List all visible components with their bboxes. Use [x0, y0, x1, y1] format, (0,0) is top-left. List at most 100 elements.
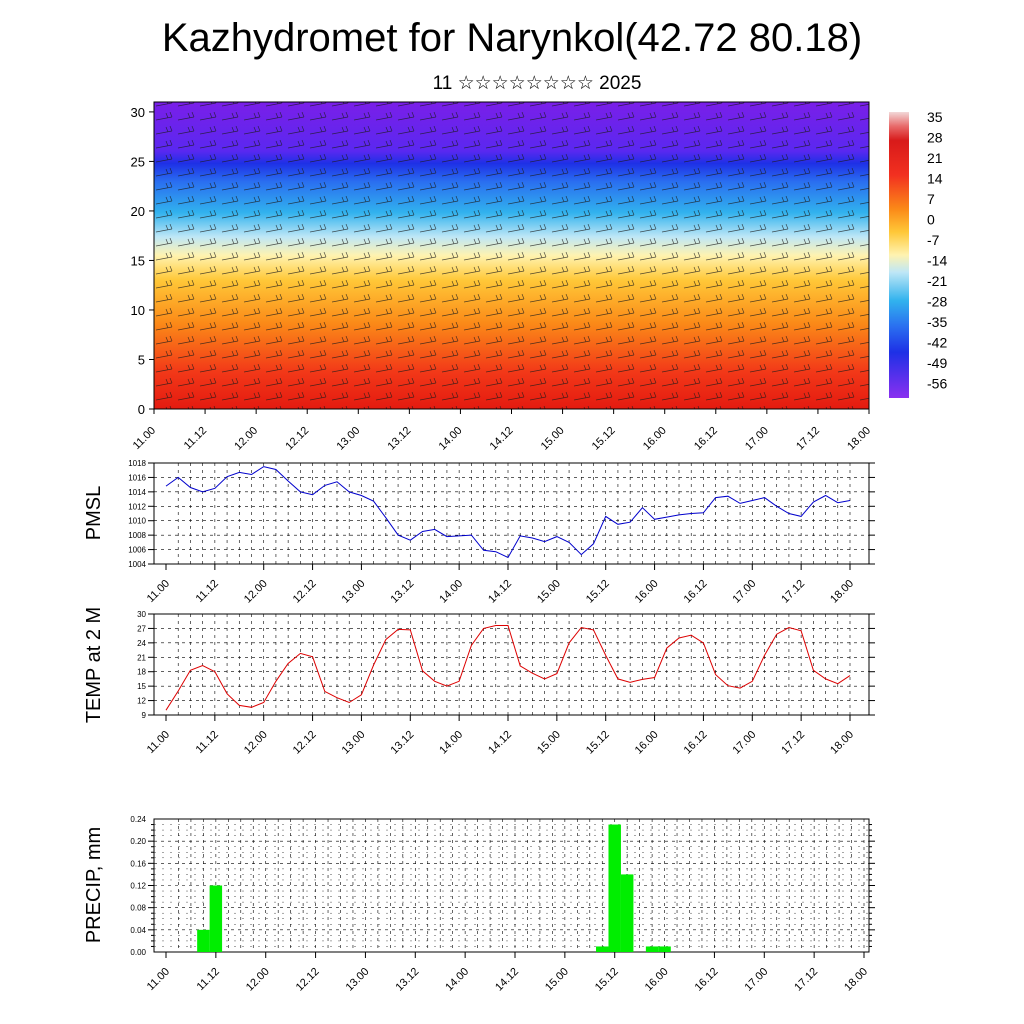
x-tick-label: 11.12: [194, 578, 221, 605]
precip-panel: 0.00 0.04 0.08 0.12 0.16 0.20 0.24 11.00 11.12 12…: [83, 815, 875, 994]
y-tick-label: 1012: [128, 502, 146, 511]
precip-ylabel: PRECIP, mm: [83, 827, 105, 943]
y-tick-label: 0.00: [130, 948, 146, 957]
colorbar-label: -56: [927, 376, 947, 392]
x-tick-label: 18.00: [828, 578, 856, 606]
x-tick-label: 14.00: [443, 966, 471, 994]
x-tick-label: 15.00: [535, 578, 563, 606]
precip-bar: [209, 885, 223, 952]
x-tick-label: 11.00: [145, 966, 172, 993]
x-tick-label: 17.00: [743, 425, 771, 453]
y-tick-label: 21: [137, 653, 146, 662]
pmsl-ylabel: PMSL: [83, 486, 105, 540]
x-tick-label: 14.12: [486, 729, 514, 757]
x-tick-label: 11.12: [195, 966, 222, 993]
pmsl-series-line: [165, 466, 851, 559]
y-tick-label: 0.24: [130, 815, 146, 824]
page-title: Kazhydromet for Narynkol(42.72 80.18): [161, 16, 863, 60]
x-tick-label: 16.00: [633, 729, 661, 757]
y-tick-label: 12: [137, 697, 146, 706]
colorbar-ramp: [889, 112, 909, 398]
x-tick-label: 16.12: [682, 578, 710, 606]
colorbar-label: 7: [927, 191, 935, 207]
x-tick-label: 13.12: [388, 578, 416, 606]
x-tick-label: 11.12: [194, 729, 221, 756]
colorbar-label: 14: [927, 171, 943, 187]
temp-ylabel: TEMP at 2 M: [83, 607, 105, 723]
x-tick-label: 12.00: [244, 966, 272, 994]
x-tick-label: 17.00: [730, 729, 758, 757]
x-tick-label: 17.00: [742, 966, 770, 994]
y-tick-label: 18: [137, 668, 146, 677]
colorbar-label: 35: [927, 109, 943, 125]
x-tick-label: 15.12: [584, 578, 612, 606]
y-tick-label: 10: [131, 303, 145, 318]
x-tick-label: 12.12: [291, 729, 319, 757]
x-tick-label: 18.00: [845, 425, 873, 453]
precip-bar: [620, 874, 634, 952]
x-tick-label: 15.00: [535, 729, 563, 757]
precip-bar: [658, 946, 671, 952]
x-tick-label: 15.12: [593, 966, 621, 994]
x-tick-label: 12.00: [242, 578, 270, 606]
precip-bars: [197, 824, 671, 952]
colorbar-label: -49: [927, 355, 947, 371]
y-tick-label: 24: [137, 639, 146, 648]
x-tick-label: 12.00: [242, 729, 270, 757]
x-tick-label: 13.12: [386, 425, 414, 453]
colorbar-label: -28: [927, 294, 947, 310]
y-tick-label: 0.04: [130, 926, 146, 935]
y-tick-label: 30: [137, 610, 146, 619]
y-tick-label: 1016: [128, 473, 146, 482]
temp-frame: [153, 613, 870, 716]
cross-section-panel: 0 5 10 15 20 25 30 11.00 11.12 12.00 12.12 13.00 13…: [131, 101, 873, 453]
y-tick-label: 0.16: [130, 859, 146, 868]
pmsl-panel: 1004 1006 1008 1010 1012 1014 1016 1018 11.00 11.…: [83, 459, 875, 606]
x-tick-label: 11.00: [145, 578, 172, 605]
y-tick-label: 0.20: [130, 837, 146, 846]
y-tick-label: 20: [131, 204, 145, 219]
y-tick-label: 1006: [128, 546, 146, 555]
colorbar-label: -42: [927, 335, 947, 351]
x-tick-label: 14.12: [486, 578, 514, 606]
pmsl-grid: [154, 463, 869, 564]
x-tick-label: 15.12: [590, 425, 618, 453]
temp-grid: [154, 614, 869, 715]
temp-series-line: [165, 625, 851, 711]
x-tick-label: 13.00: [340, 729, 368, 757]
precip-bar: [197, 929, 210, 952]
y-tick-label: 1004: [128, 560, 146, 569]
x-tick-label: 14.00: [437, 578, 465, 606]
y-tick-label: 30: [131, 105, 145, 120]
precip-bar: [645, 946, 659, 952]
x-tick-label: 17.12: [794, 425, 822, 453]
x-tick-label: 17.12: [779, 729, 807, 757]
y-tick-label: 15: [137, 682, 146, 691]
page-subtitle: 11 ☆☆☆☆☆☆☆☆ 2025: [432, 73, 642, 94]
colorbar-label: -35: [927, 314, 947, 330]
x-tick-label: 13.12: [393, 966, 421, 994]
x-tick-label: 15.00: [543, 966, 571, 994]
cross-section-y-axis: 0 5 10 15 20 25 30: [131, 105, 154, 417]
precip-bar: [608, 824, 621, 952]
temp-panel: 9 12 15 18 21 24 27 30 11.00 11.12 12.00 12.12 13.00…: [83, 607, 875, 757]
x-tick-label: 16.00: [633, 578, 661, 606]
y-tick-label: 1014: [128, 488, 146, 497]
x-tick-label: 15.00: [539, 425, 567, 453]
x-tick-label: 15.12: [584, 729, 612, 757]
y-tick-label: 1018: [128, 459, 146, 468]
y-tick-label: 27: [137, 624, 146, 633]
x-tick-label: 17.00: [730, 578, 758, 606]
x-tick-label: 14.12: [488, 425, 516, 453]
x-tick-label: 13.00: [340, 578, 368, 606]
y-tick-label: 0.12: [130, 882, 146, 891]
x-tick-label: 18.00: [828, 729, 856, 757]
cross-section-x-axis: 11.00 11.12 12.00 12.12 13.00 13.12 14.00 14.12…: [131, 409, 873, 453]
y-tick-label: 25: [131, 154, 145, 169]
colorbar-labels: 35 28 21 14 7 0 -7 -14 -21 -28 -35 -42 -49 -56: [927, 109, 947, 392]
x-tick-label: 12.12: [294, 966, 322, 994]
x-tick-label: 18.00: [842, 966, 870, 994]
colorbar-label: 28: [927, 130, 943, 146]
y-tick-label: 1008: [128, 531, 146, 540]
